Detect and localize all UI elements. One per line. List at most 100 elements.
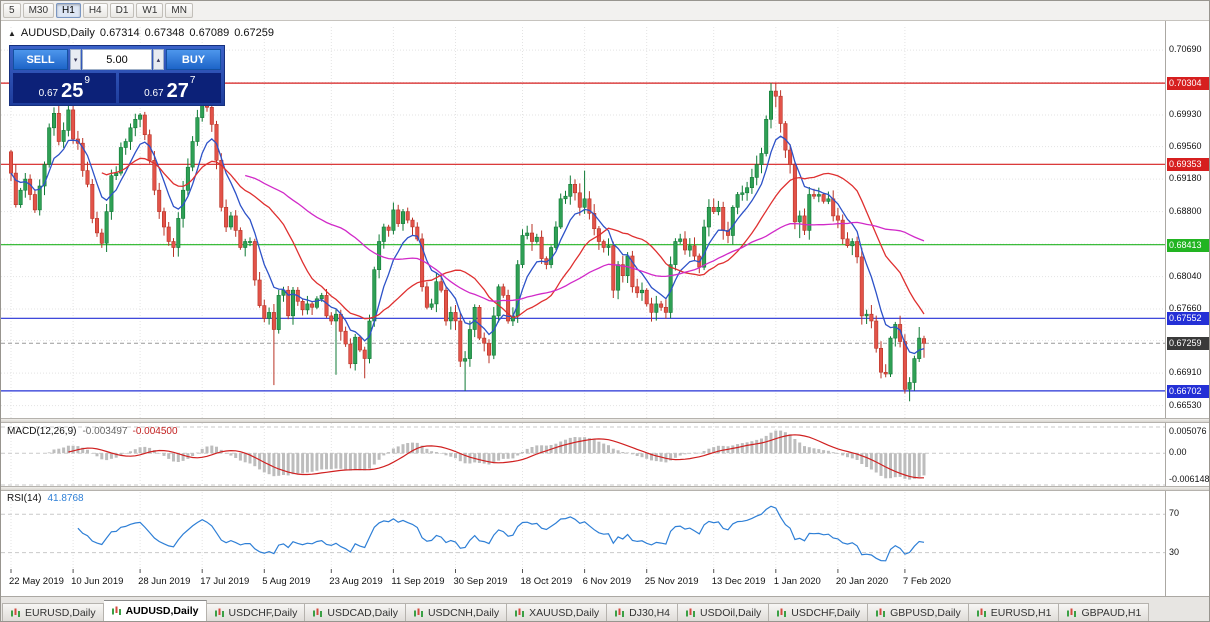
chart-tab-label: GBPUSD,Daily	[890, 606, 961, 619]
buy-price-pip-digit: 7	[189, 75, 196, 86]
timeframe-button-h4[interactable]: H4	[82, 3, 108, 18]
sell-price-big-digits: 25	[61, 80, 84, 102]
axis-price-label: 0.69180	[1169, 173, 1202, 184]
candlestick-chart-icon	[11, 608, 20, 617]
candlestick-chart-icon	[615, 608, 625, 617]
volume-control: ▾ ▴	[70, 49, 164, 70]
timeframe-button-w1[interactable]: W1	[136, 3, 164, 18]
chart-tab-gbpusd-daily[interactable]: GBPUSD,Daily	[868, 603, 969, 621]
candlestick-chart-icon	[876, 608, 886, 617]
svg-text:28 Jun 2019: 28 Jun 2019	[138, 576, 190, 587]
candlestick-chart-icon	[976, 608, 986, 617]
svg-text:30 Sep 2019: 30 Sep 2019	[454, 576, 508, 587]
buy-price-display[interactable]: 0.67 27 7	[118, 73, 221, 103]
rsi-axis-level: 70	[1169, 508, 1180, 519]
level-lines-layer	[1, 82, 1165, 392]
price-level-tag: 0.66702	[1167, 384, 1209, 398]
chart-tab-usdchf-daily[interactable]: USDCHF,Daily	[206, 603, 306, 621]
axis-price-label: 0.66530	[1169, 399, 1202, 410]
chart-tab-eurusd-h1[interactable]: EURUSD,H1	[968, 603, 1060, 621]
chart-ohlc-header: ▲ AUDUSD,Daily 0.67314 0.67348 0.67089 0…	[8, 27, 274, 39]
current-price-tag: 0.67259	[1167, 337, 1209, 351]
volume-increase-button[interactable]: ▴	[152, 49, 164, 70]
buy-button[interactable]: BUY	[166, 49, 221, 70]
macd-axis-zero: 0.00	[1169, 447, 1187, 458]
chart-tab-label: AUDUSD,Daily	[125, 605, 199, 617]
candlestick-chart-icon	[777, 608, 787, 617]
ohlc-open: 0.67314	[99, 27, 140, 39]
macd-axis-max: 0.005076	[1169, 426, 1207, 436]
timeframe-button-mn[interactable]: MN	[165, 3, 193, 18]
svg-text:22 May 2019: 22 May 2019	[9, 576, 64, 587]
axis-separator	[1165, 21, 1166, 596]
macd-axis-min: -0.006148	[1169, 474, 1210, 484]
volume-input[interactable]	[82, 49, 152, 70]
timeframe-button-d1[interactable]: D1	[109, 3, 135, 18]
chart-tab-label: USDCHF,Daily	[228, 606, 298, 619]
macd-main-value: -0.003497	[82, 426, 128, 437]
chart-symbol-label: AUDUSD,Daily	[20, 27, 95, 39]
sell-button[interactable]: SELL	[13, 49, 68, 70]
chart-tab-usdchf-daily[interactable]: USDCHF,Daily	[769, 603, 869, 621]
svg-text:13 Dec 2019: 13 Dec 2019	[712, 576, 766, 587]
price-level-tag: 0.70304	[1167, 77, 1209, 91]
timeframe-button-5[interactable]: 5	[3, 3, 21, 18]
ohlc-low: 0.67089	[189, 27, 230, 39]
macd-signal-value: -0.004500	[132, 426, 178, 437]
svg-text:17 Jul 2019: 17 Jul 2019	[200, 576, 249, 587]
svg-text:23 Aug 2019: 23 Aug 2019	[329, 576, 382, 587]
chart-tab-usdoil-daily[interactable]: USDOil,Daily	[678, 603, 770, 621]
candlestick-chart-icon	[515, 608, 525, 617]
chart-tab-label: USDCNH,Daily	[427, 606, 500, 619]
chart-tab-dj30-h4[interactable]: DJ30,H4	[607, 603, 679, 621]
chart-tab-usdcnh-daily[interactable]: USDCNH,Daily	[405, 603, 508, 621]
pane-splitter-rsi[interactable]	[1, 486, 1209, 491]
sell-price-pip-digit: 9	[84, 75, 90, 86]
svg-text:18 Oct 2019: 18 Oct 2019	[521, 576, 573, 587]
chart-tab-label: XAUUSD,Daily	[529, 606, 600, 619]
timeframe-toolbar: 5 M30 H1 H4 D1 W1 MN	[1, 1, 1209, 21]
svg-text:1 Jan 2020: 1 Jan 2020	[774, 576, 821, 587]
timeframe-button-h1[interactable]: H1	[56, 3, 81, 18]
chart-tab-gbpaud-h1[interactable]: GBPAUD,H1	[1059, 603, 1150, 621]
price-level-tag: 0.69353	[1167, 158, 1209, 172]
ohlc-close: 0.67259	[234, 27, 274, 39]
chart-tab-xauusd-daily[interactable]: XAUUSD,Daily	[507, 603, 608, 621]
svg-text:5 Aug 2019: 5 Aug 2019	[262, 576, 310, 587]
chart-tab-usdcad-daily[interactable]: USDCAD,Daily	[305, 603, 406, 621]
rsi-indicator-title: RSI(14) 41.8768	[7, 493, 84, 504]
candlestick-chart-icon	[111, 606, 121, 615]
rsi-axis-level: 30	[1169, 546, 1180, 557]
axis-price-label: 0.69560	[1169, 140, 1202, 151]
one-click-collapse-icon[interactable]: ▲	[8, 28, 16, 38]
chart-tab-label: EURUSD,H1	[990, 606, 1052, 619]
chart-tab-eurusd-daily[interactable]: EURUSD,Daily	[2, 603, 104, 621]
macd-layer	[47, 430, 926, 480]
rsi-value: 41.8768	[47, 493, 84, 504]
pane-splitter-macd[interactable]	[1, 418, 1209, 423]
buy-price-prefix: 0.67	[144, 88, 164, 99]
chart-tab-label: EURUSD,Daily	[25, 606, 96, 619]
axis-price-label: 0.68800	[1169, 205, 1202, 216]
chart-tab-audusd-daily[interactable]: AUDUSD,Daily	[103, 600, 207, 621]
chart-tab-label: USDCHF,Daily	[791, 606, 861, 619]
candlestick-chart-icon	[686, 608, 696, 617]
svg-text:10 Jun 2019: 10 Jun 2019	[71, 576, 123, 587]
chart-tab-label: GBPAUD,H1	[1081, 606, 1142, 619]
candlestick-chart-icon	[214, 608, 224, 617]
sell-price-display[interactable]: 0.67 25 9	[13, 73, 116, 103]
chart-canvas[interactable]: 22 May 2019 10 Jun 2019 28 Jun 2019 17 Jul …	[1, 21, 1165, 596]
price-level-tag: 0.68413	[1167, 238, 1209, 252]
svg-text:7 Feb 2020: 7 Feb 2020	[903, 576, 951, 587]
chart-tab-label: DJ30,H4	[629, 606, 671, 619]
macd-indicator-title: MACD(12,26,9) -0.003497 -0.004500	[7, 426, 178, 437]
axis-price-label: 0.69930	[1169, 109, 1202, 120]
svg-text:20 Jan 2020: 20 Jan 2020	[836, 576, 888, 587]
sell-price-prefix: 0.67	[38, 88, 59, 99]
rsi-name: RSI(14)	[7, 493, 42, 504]
chart-tab-label: USDCAD,Daily	[327, 606, 398, 619]
volume-decrease-button[interactable]: ▾	[70, 49, 82, 70]
timeframe-button-m30[interactable]: M30	[22, 3, 55, 18]
